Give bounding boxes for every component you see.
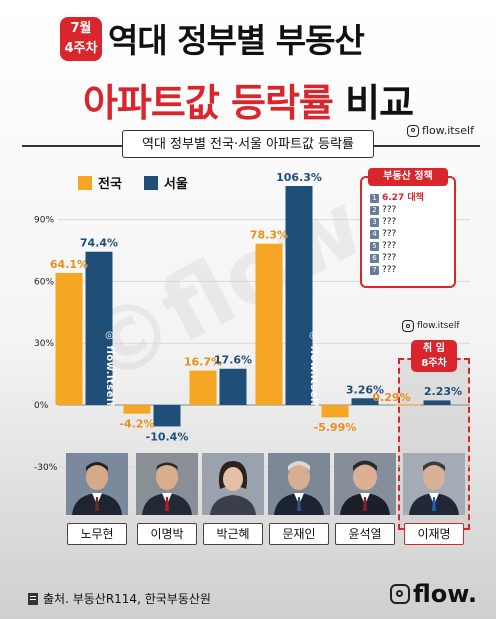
term-badge-line2: 8주차 [421,358,447,369]
president-name: 이명박 [137,523,197,545]
policy-text: ??? [382,265,397,275]
policy-box-title: 부동산 정책 [368,168,448,186]
page-title-line2: 아파트값 등락률 비교 [0,72,496,127]
president-portrait [403,453,465,515]
bar-watermark: ◎ flow.itself [104,330,115,407]
president-portrait [66,453,128,515]
president-name: 노무현 [67,523,127,545]
bar-nation [123,405,151,414]
bar-nation [321,405,349,418]
week-badge-month: 7월 [70,21,92,36]
legend-swatch-seoul [143,175,158,190]
brand-logo: flow. [390,580,477,608]
bar-seoul [85,251,113,405]
week-badge: 7월 4주차 [60,17,102,61]
policy-item: 1 6.27 대책 [370,192,454,204]
title-suffix: 비교 [345,81,414,125]
bar-value-label: 64.1% [50,258,88,271]
president-name: 문재인 [269,523,329,545]
president-portrait [136,453,198,515]
policy-item: 6??? [370,252,454,264]
title-highlight: 아파트값 등락률 [82,81,334,125]
policy-text: ??? [382,205,397,215]
source-text: 출처. 부동산R114, 한국부동산원 [43,592,211,606]
handle-top: flow.itself [407,124,474,137]
bar-value-label: 78.3% [250,229,288,242]
president-name: 이재명 [404,523,464,545]
bars [55,186,451,427]
bar-value-label: 3.26% [346,383,384,396]
policy-num: 4 [370,229,379,239]
bar-nation [189,370,217,405]
bar-value-label: 16.7% [184,356,222,369]
policy-text: ??? [382,229,397,239]
y-tick-label: 60% [34,277,54,287]
president-portrait [334,453,396,515]
document-icon [28,592,38,605]
source-note: 출처. 부동산R114, 한국부동산원 [28,590,211,607]
bar-value-label: 106.3% [276,171,322,184]
policy-item: 4??? [370,228,454,240]
policy-num: 3 [370,217,379,227]
handle-mid-text: flow.itself [417,321,460,331]
president-name: 박근혜 [203,523,263,545]
bar-seoul [423,400,451,405]
legend-nation: 전국 [98,177,122,192]
brand-text: flow. [413,580,478,608]
chart-subtitle: 역대 정부별 전국·서울 아파트값 등락률 [122,130,374,158]
handle-text: flow.itself [422,124,474,137]
policy-box: 1 6.27 대책 2??? 3??? 4??? 5??? 6??? 7??? [360,176,456,288]
y-tick-label: 0% [34,401,49,411]
policy-item: 5??? [370,240,454,252]
bar-value-label: 17.6% [214,354,252,367]
page-title-line1: 역대 정부별 부동산 [108,21,365,60]
bar-seoul [153,405,181,427]
bar-value-label: 74.4% [80,237,118,250]
bar-nation [255,243,283,405]
legend: 전국 서울 [78,173,188,192]
y-tick-label: 30% [34,339,54,349]
policy-item: 3??? [370,216,454,228]
policy-text: ??? [382,241,397,251]
bar-value-label: 2.23% [424,385,462,398]
policy-text: 6.27 대책 [382,193,424,203]
policy-item: 2??? [370,204,454,216]
bar-nation [393,404,421,406]
president-name: 윤석열 [335,523,395,545]
week-badge-week: 4주차 [64,41,98,56]
policy-text: ??? [382,253,397,263]
term-badge-line1: 취 임 [423,343,445,354]
president-portrait [268,453,330,515]
policy-num: 7 [370,265,379,275]
policy-num: 5 [370,241,379,251]
bar-nation [55,272,83,405]
instagram-icon [390,584,410,604]
policy-num: 1 [370,193,379,203]
legend-swatch-nation [78,175,92,190]
bar-value-label: -10.4% [146,430,189,443]
instagram-icon [402,320,414,332]
bar-watermark-text: flow.itself [104,345,115,407]
bar-seoul [285,186,313,405]
bar-seoul [219,368,247,405]
term-week-badge: 취 임 8주차 [411,340,457,372]
bar-watermark: ◎ flow.itself [308,330,319,407]
handle-mid: flow.itself [402,320,460,332]
policy-text: ??? [382,217,397,227]
bar-watermark-text: flow.itself [308,345,319,407]
instagram-icon [407,124,420,137]
bar-value-label: 0.29% [372,391,410,404]
bar-seoul [351,398,379,405]
policy-num: 6 [370,253,379,263]
bar-value-label: -5.99% [314,421,357,434]
value-labels: 90% 60% 30% 0% -30% 64.1% 74.4% -4.2%-10.4% 16.7… [34,171,462,473]
bar-value-label: -4.2% [119,418,154,431]
y-tick-label: -30% [34,463,58,473]
policy-num: 2 [370,205,379,215]
y-tick-label: 90% [34,216,54,226]
legend-seoul: 서울 [163,177,188,192]
policy-item: 7??? [370,264,454,276]
president-portrait [202,453,264,515]
